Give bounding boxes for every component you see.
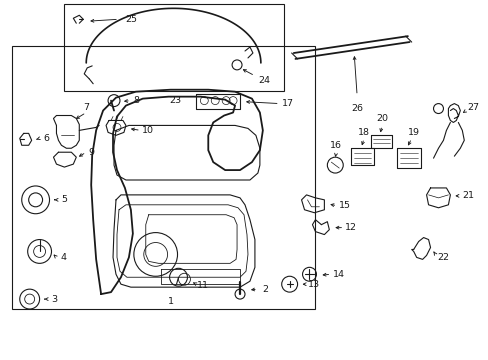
Text: 2: 2 <box>261 285 267 294</box>
Text: 11: 11 <box>197 281 209 290</box>
Text: 19: 19 <box>407 128 419 137</box>
Text: 23: 23 <box>169 96 181 105</box>
Text: 8: 8 <box>134 96 140 105</box>
Text: 1: 1 <box>167 297 173 306</box>
Text: 22: 22 <box>437 253 448 262</box>
Text: 26: 26 <box>350 104 363 113</box>
Text: 15: 15 <box>339 201 350 210</box>
Text: 10: 10 <box>142 126 153 135</box>
Bar <box>64 4 283 91</box>
Text: 7: 7 <box>83 103 89 112</box>
Bar <box>12 46 315 309</box>
Text: 12: 12 <box>345 223 356 232</box>
Text: 4: 4 <box>61 253 66 262</box>
Text: 5: 5 <box>61 195 67 204</box>
Text: 6: 6 <box>43 134 49 143</box>
Text: 18: 18 <box>357 128 369 137</box>
Text: 24: 24 <box>257 76 269 85</box>
Text: 27: 27 <box>466 103 478 112</box>
Text: 21: 21 <box>461 192 473 201</box>
Text: 25: 25 <box>124 15 137 24</box>
Text: 9: 9 <box>88 148 94 157</box>
Text: 14: 14 <box>333 270 345 279</box>
Text: 20: 20 <box>375 114 387 123</box>
Text: 3: 3 <box>51 294 58 303</box>
Text: 16: 16 <box>329 141 342 150</box>
Text: 13: 13 <box>308 280 320 289</box>
Text: 17: 17 <box>281 99 293 108</box>
